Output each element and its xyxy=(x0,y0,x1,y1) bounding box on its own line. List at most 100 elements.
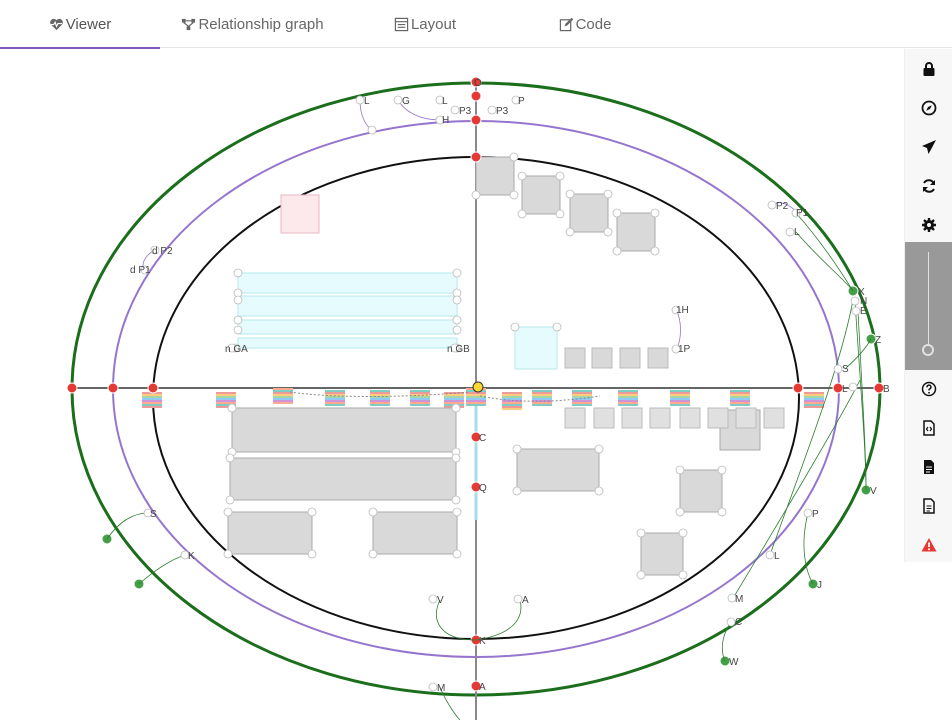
diagram-icon xyxy=(182,18,196,30)
small-box[interactable] xyxy=(591,347,613,369)
document-outline-button[interactable] xyxy=(905,486,952,525)
tab-relationship-graph[interactable]: Relationship graph xyxy=(160,0,345,48)
striped-item[interactable] xyxy=(444,392,464,408)
zoom-slider[interactable] xyxy=(905,242,952,370)
label: L xyxy=(364,96,370,107)
striped-item[interactable] xyxy=(804,392,824,408)
label: P2 xyxy=(776,201,789,212)
red-node[interactable] xyxy=(147,382,159,394)
red-node[interactable] xyxy=(470,680,482,692)
striped-item[interactable] xyxy=(466,388,486,406)
red-nodes xyxy=(66,76,885,692)
big-box[interactable] xyxy=(372,511,458,555)
label: X xyxy=(858,287,865,298)
red-node[interactable] xyxy=(470,114,482,126)
red-node[interactable] xyxy=(470,90,482,102)
label: L xyxy=(794,227,800,238)
small-box[interactable] xyxy=(649,407,671,429)
red-node[interactable] xyxy=(873,382,885,394)
striped-item[interactable] xyxy=(142,392,162,408)
label: G xyxy=(402,96,410,107)
tab-code-label: Code xyxy=(575,15,612,33)
compass-button[interactable] xyxy=(905,88,952,127)
red-node[interactable] xyxy=(470,151,482,163)
cyan-row[interactable] xyxy=(237,337,458,349)
gear-icon xyxy=(922,217,936,232)
small-box[interactable] xyxy=(564,407,586,429)
zoom-slider-thumb[interactable] xyxy=(922,343,934,356)
label: d P2 xyxy=(152,246,173,257)
cyan-row[interactable] xyxy=(237,295,458,317)
tab-layout-label: Layout xyxy=(410,15,457,33)
small-box[interactable] xyxy=(679,407,701,429)
refresh-button[interactable] xyxy=(905,166,952,205)
red-node[interactable] xyxy=(792,382,804,394)
tab-code[interactable]: Code xyxy=(505,0,665,48)
send-icon xyxy=(922,139,936,154)
label: P3 xyxy=(496,106,509,117)
code-file-button[interactable] xyxy=(905,408,952,447)
small-box[interactable] xyxy=(763,407,785,429)
graph-canvas[interactable]: O L G L P H P3 P3 P2 P1 L d P2 d P1 n GA… xyxy=(0,49,904,720)
box[interactable] xyxy=(475,156,515,196)
small-box[interactable] xyxy=(619,347,641,369)
lock-icon xyxy=(923,61,935,76)
box[interactable] xyxy=(616,212,656,252)
compass-icon xyxy=(921,100,937,115)
send-button[interactable] xyxy=(905,127,952,166)
cyan-row[interactable] xyxy=(237,319,458,335)
big-box[interactable] xyxy=(229,457,457,501)
label: B xyxy=(883,384,890,395)
cyan-box[interactable] xyxy=(514,326,558,370)
warning-icon xyxy=(921,537,937,551)
striped-item[interactable] xyxy=(730,390,750,406)
small-box[interactable] xyxy=(735,407,757,429)
lower-right-boxes xyxy=(516,409,761,576)
box[interactable] xyxy=(521,175,561,215)
striped-item[interactable] xyxy=(670,390,690,406)
center-node[interactable] xyxy=(472,381,484,393)
settings-button[interactable] xyxy=(905,205,952,244)
big-box[interactable] xyxy=(231,407,457,453)
striped-item[interactable] xyxy=(370,390,390,406)
red-node[interactable] xyxy=(470,481,482,493)
striped-item[interactable] xyxy=(502,392,522,410)
striped-item[interactable] xyxy=(532,390,552,406)
red-node[interactable] xyxy=(107,382,119,394)
striped-item[interactable] xyxy=(273,388,293,404)
box[interactable] xyxy=(569,193,609,233)
big-box[interactable] xyxy=(227,511,313,555)
small-box[interactable] xyxy=(647,347,669,369)
striped-item[interactable] xyxy=(572,390,592,406)
dashed-link xyxy=(479,395,601,402)
small-box[interactable] xyxy=(564,347,586,369)
box[interactable] xyxy=(516,448,600,492)
tab-viewer[interactable]: Viewer xyxy=(0,0,160,49)
red-node[interactable] xyxy=(470,431,482,443)
lock-button[interactable] xyxy=(905,49,952,88)
small-box[interactable] xyxy=(621,407,643,429)
right-toolbar xyxy=(904,49,952,562)
label: L xyxy=(774,551,780,562)
red-node[interactable] xyxy=(66,382,78,394)
document-button[interactable] xyxy=(905,447,952,486)
striped-item[interactable] xyxy=(618,390,638,406)
label: 1H xyxy=(676,305,689,316)
help-button[interactable] xyxy=(905,369,952,408)
upper-right-boxes xyxy=(475,156,656,252)
label: W xyxy=(729,657,739,668)
striped-item[interactable] xyxy=(410,390,430,406)
red-node[interactable] xyxy=(470,76,482,88)
cyan-row[interactable] xyxy=(237,272,458,294)
zoom-slider-track xyxy=(928,252,929,356)
box[interactable] xyxy=(640,532,684,576)
tab-layout[interactable]: Layout xyxy=(345,0,505,48)
pink-box[interactable] xyxy=(280,194,320,234)
box[interactable] xyxy=(679,469,723,513)
small-box[interactable] xyxy=(707,407,729,429)
warning-button[interactable] xyxy=(905,525,952,564)
red-node[interactable] xyxy=(832,382,844,394)
label: K xyxy=(479,636,486,647)
small-box[interactable] xyxy=(593,407,615,429)
striped-item[interactable] xyxy=(325,390,345,406)
